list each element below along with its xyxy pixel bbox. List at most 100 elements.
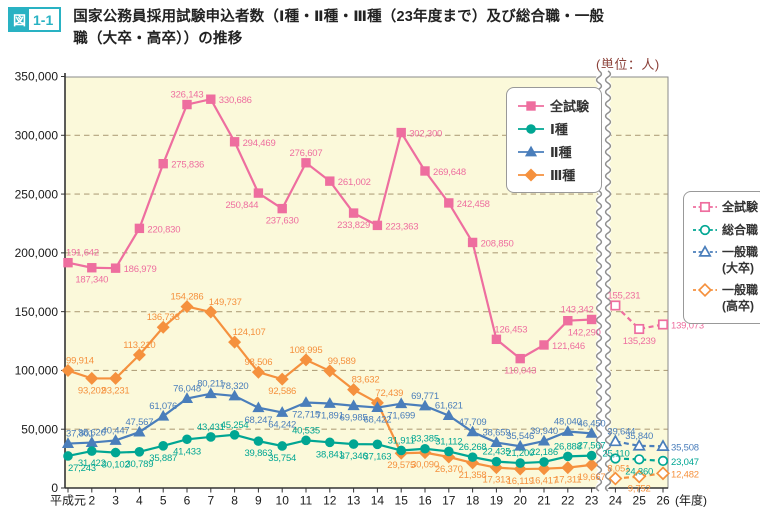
svg-text:100,000: 100,000 [15, 364, 59, 378]
svg-text:31,112: 31,112 [435, 436, 462, 447]
svg-text:18: 18 [466, 494, 480, 508]
svg-text:108,995: 108,995 [290, 345, 323, 356]
svg-text:30,090: 30,090 [411, 460, 439, 471]
svg-text:27,243: 27,243 [68, 463, 96, 474]
svg-text:220,830: 220,830 [147, 224, 180, 235]
svg-text:275,836: 275,836 [171, 160, 204, 171]
svg-text:37,801: 37,801 [66, 429, 94, 440]
svg-text:330,686: 330,686 [219, 95, 252, 106]
svg-text:136,733: 136,733 [147, 312, 180, 323]
svg-text:8: 8 [231, 494, 238, 508]
svg-text:35,754: 35,754 [268, 453, 296, 464]
legend-item-zenshiken: 全試験 [517, 96, 589, 115]
svg-text:142,290: 142,290 [568, 328, 601, 339]
legend-label: Ⅲ種 [550, 168, 576, 183]
svg-text:平成元: 平成元 [50, 494, 86, 508]
svg-text:300,000: 300,000 [15, 128, 59, 142]
svg-text:78,320: 78,320 [221, 381, 249, 392]
svg-text:25,110: 25,110 [602, 448, 629, 459]
svg-text:99,914: 99,914 [66, 356, 94, 367]
svg-text:13: 13 [347, 494, 361, 508]
svg-text:6: 6 [184, 494, 191, 508]
figure-title-line2: 職（大卒・高卒））の推移 [73, 30, 243, 47]
legend-item-zenshiken-new: 全試験 [692, 200, 758, 216]
svg-text:83,632: 83,632 [352, 375, 380, 386]
svg-text:33,385: 33,385 [411, 434, 439, 445]
pink-open-square-dashed-line-icon [692, 200, 718, 214]
svg-text:37,163: 37,163 [363, 451, 391, 462]
svg-text:150,000: 150,000 [15, 305, 59, 319]
blue-open-triangle-dashed-line-icon [692, 245, 718, 259]
svg-text:80,211: 80,211 [197, 379, 224, 390]
series-line-6 [608, 434, 670, 452]
svg-text:22: 22 [561, 494, 575, 508]
svg-text:3: 3 [112, 494, 119, 508]
svg-text:20: 20 [514, 494, 528, 508]
x-axis-labels: 平成元 2 3 4 5 6 7 8 9 10 11 12 13 14 15 16 17 18 19 20 21 22 23 2… [50, 488, 707, 508]
svg-text:302,300: 302,300 [409, 129, 442, 140]
svg-text:276,607: 276,607 [290, 148, 323, 159]
svg-text:40,447: 40,447 [102, 425, 130, 436]
svg-text:237,630: 237,630 [266, 216, 299, 227]
svg-text:47,567: 47,567 [125, 417, 153, 428]
legend-label: Ⅰ種 [550, 122, 568, 137]
svg-text:200,000: 200,000 [15, 246, 59, 260]
svg-text:37,346: 37,346 [340, 451, 368, 462]
gridlines [65, 134, 668, 430]
svg-text:76,048: 76,048 [173, 384, 201, 395]
svg-text:69,985: 69,985 [340, 413, 368, 424]
svg-text:191,642: 191,642 [66, 248, 99, 259]
svg-text:0: 0 [51, 481, 58, 495]
svg-text:143,342: 143,342 [561, 304, 594, 315]
svg-text:38,626: 38,626 [78, 428, 106, 439]
figure-title: 国家公務員採用試験申込者数（Ⅰ種・Ⅱ種・Ⅲ種（23年度まで）及び総合職・一般 職… [73, 7, 604, 51]
series-line-5 [610, 453, 669, 467]
legend-right: 全試験 総合職 一般職 (大卒) 一般職 (高卒) [683, 191, 760, 324]
svg-text:233,829: 233,829 [337, 220, 370, 231]
svg-text:12,482: 12,482 [671, 469, 699, 480]
svg-text:24,360: 24,360 [625, 466, 653, 477]
svg-text:93,202: 93,202 [78, 385, 106, 396]
svg-text:39,644: 39,644 [607, 426, 635, 437]
svg-text:16,417: 16,417 [530, 476, 558, 487]
svg-text:11: 11 [300, 494, 313, 508]
svg-text:12: 12 [323, 494, 337, 508]
svg-text:35,887: 35,887 [149, 453, 177, 464]
svg-text:250,000: 250,000 [15, 187, 59, 201]
svg-text:208,850: 208,850 [481, 238, 514, 249]
svg-text:50,000: 50,000 [21, 422, 58, 436]
svg-text:8,051: 8,051 [607, 464, 630, 475]
series-labels-7: 8,051 9,752 12,482 [607, 464, 699, 495]
figure-badge: 図 1-1 [8, 7, 62, 32]
green-circle-line-icon [517, 122, 545, 136]
svg-text:121,646: 121,646 [552, 341, 585, 352]
svg-text:135,239: 135,239 [623, 336, 656, 347]
svg-text:19,667: 19,667 [578, 472, 606, 483]
svg-text:350,000: 350,000 [15, 70, 59, 84]
svg-text:48,040: 48,040 [554, 417, 582, 428]
svg-text:17,311: 17,311 [554, 475, 581, 486]
blue-triangle-line-icon [517, 145, 545, 159]
legend-main: 全試験 Ⅰ種 Ⅱ種 Ⅲ種 [506, 87, 603, 193]
svg-text:35,840: 35,840 [625, 431, 653, 442]
svg-text:124,107: 124,107 [233, 327, 266, 338]
svg-text:30,789: 30,789 [125, 459, 153, 470]
svg-text:187,340: 187,340 [75, 275, 108, 286]
orange-diamond-line-icon [517, 167, 545, 182]
pink-square-line-icon [517, 99, 545, 113]
legend-label: 一般職 (高卒) [722, 283, 759, 313]
series-line-4 [610, 300, 669, 335]
svg-text:26: 26 [656, 494, 670, 508]
svg-text:126,453: 126,453 [494, 324, 527, 335]
svg-text:23,047: 23,047 [671, 457, 699, 468]
series-line-1 [63, 429, 597, 468]
svg-text:64,242: 64,242 [268, 419, 296, 430]
y-axis-labels: 0 50,000 100,000 150,000 200,000 250,000 300,0… [15, 70, 65, 495]
svg-text:25: 25 [633, 494, 647, 508]
